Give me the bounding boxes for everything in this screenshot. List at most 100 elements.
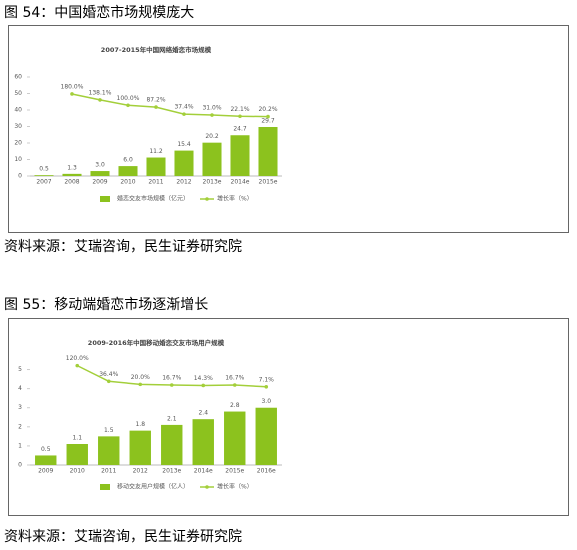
- bar-label: 29.7: [261, 117, 275, 124]
- growth-point: [75, 363, 80, 368]
- growth-point: [106, 379, 111, 384]
- chart-title: 2009-2016年中国移动婚恋交友市场用户规模: [88, 338, 225, 347]
- bar: [161, 424, 183, 465]
- bar: [62, 173, 82, 176]
- x-tick-label: 2016e: [257, 468, 276, 475]
- bar: [66, 444, 88, 465]
- growth-label: 7.1%: [259, 376, 275, 383]
- bar-label: 2.8: [230, 402, 240, 409]
- figure-frame: [8, 25, 569, 233]
- growth-label: 120.0%: [66, 355, 89, 362]
- x-tick-label: 2014e: [194, 468, 213, 475]
- x-tick-label: 2008: [64, 179, 79, 186]
- x-tick-label: 2009: [92, 179, 107, 186]
- bar-label: 2.1: [167, 415, 177, 422]
- x-tick-label: 2010: [70, 468, 85, 475]
- bar: [255, 407, 277, 465]
- figure-caption: 图 55：移动端婚恋市场逐渐增长: [4, 296, 208, 313]
- y-tick-label: 0: [18, 462, 22, 469]
- y-tick-label: 50: [14, 90, 22, 97]
- source-note: 资料来源：艾瑞咨询，民生证券研究院: [4, 239, 242, 255]
- bar-label: 0.5: [39, 166, 49, 173]
- bar: [118, 166, 138, 176]
- growth-label: 16.7%: [225, 374, 244, 381]
- legend-swatch: [100, 196, 110, 202]
- growth-label: 180.0%: [61, 83, 84, 90]
- growth-point: [154, 105, 158, 109]
- bar-label: 3.0: [95, 162, 105, 169]
- bar: [129, 430, 151, 465]
- legend-label: 增长率（%）: [217, 195, 253, 203]
- growth-point: [169, 383, 174, 387]
- bar-label: 1.8: [135, 421, 145, 428]
- bar: [35, 455, 57, 465]
- bar-label: 0.5: [41, 446, 51, 453]
- x-tick-label: 2013e: [203, 179, 222, 186]
- y-tick-label: 5: [18, 366, 22, 373]
- x-tick-label: 2015e: [225, 468, 244, 475]
- bar-label: 1.1: [72, 435, 82, 442]
- bar: [146, 157, 166, 176]
- legend-label: 移动交友用户规模（亿人）: [117, 483, 189, 491]
- bar-label: 2.4: [198, 410, 208, 417]
- bar-label: 20.2: [205, 133, 219, 140]
- bar: [34, 175, 54, 176]
- x-tick-label: 2011: [101, 468, 116, 475]
- growth-line: [71, 93, 269, 118]
- growth-label: 100.0%: [117, 95, 140, 102]
- growth-point: [182, 112, 186, 116]
- growth-label: 20.0%: [131, 374, 150, 381]
- x-tick-label: 2010: [120, 179, 135, 186]
- y-tick-label: 2: [18, 423, 22, 430]
- y-tick-label: 10: [14, 156, 22, 163]
- chart-title: 2007-2015年中国网络婚恋市场规模: [101, 45, 212, 54]
- legend-dot: [205, 485, 209, 489]
- y-tick-label: 60: [14, 74, 22, 81]
- bar: [258, 126, 278, 176]
- y-tick-label: 30: [14, 123, 22, 130]
- bar: [90, 171, 110, 176]
- bar-label: 15.4: [177, 141, 191, 148]
- bar: [98, 436, 120, 465]
- bar-label: 11.2: [149, 148, 163, 155]
- figure-caption: 图 54：中国婚恋市场规模庞大: [4, 4, 194, 21]
- bar: [192, 419, 214, 465]
- y-tick-label: 4: [18, 385, 22, 392]
- growth-label: 16.7%: [162, 374, 181, 381]
- bar-label: 24.7: [233, 126, 247, 133]
- legend-label: 婚恋交友市场规模（亿元）: [117, 195, 189, 203]
- growth-point: [232, 383, 237, 387]
- growth-point: [266, 114, 270, 119]
- x-tick-label: 2009: [38, 468, 53, 475]
- bar: [174, 150, 194, 176]
- bar: [224, 411, 246, 465]
- growth-point: [264, 384, 269, 389]
- growth-point: [126, 103, 130, 108]
- legend-swatch: [100, 484, 110, 490]
- growth-label: 37.4%: [174, 104, 193, 111]
- growth-point: [138, 382, 143, 387]
- y-tick-label: 0: [18, 173, 22, 180]
- bar-label: 6.0: [123, 157, 133, 164]
- x-tick-label: 2014e: [231, 179, 250, 186]
- x-tick-label: 2012: [133, 468, 148, 475]
- bar: [230, 135, 250, 176]
- growth-point: [238, 114, 242, 119]
- legend-dot: [205, 197, 209, 201]
- y-tick-label: 1: [18, 442, 22, 449]
- growth-label: 22.1%: [230, 106, 249, 113]
- y-tick-label: 40: [14, 107, 22, 114]
- source-note: 资料来源：艾瑞咨询，民生证券研究院: [4, 529, 242, 545]
- x-tick-label: 2007: [36, 179, 51, 186]
- x-tick-label: 2011: [148, 179, 163, 186]
- legend-label: 增长率（%）: [217, 483, 253, 491]
- growth-label: 14.3%: [194, 375, 213, 382]
- bar: [202, 142, 222, 176]
- bar-label: 1.3: [67, 164, 77, 171]
- figure-frame: [8, 318, 569, 516]
- y-tick-label: 3: [18, 404, 22, 411]
- bar-label: 1.5: [104, 427, 114, 434]
- bar-label: 3.0: [261, 398, 271, 405]
- growth-label: 20.2%: [258, 106, 277, 113]
